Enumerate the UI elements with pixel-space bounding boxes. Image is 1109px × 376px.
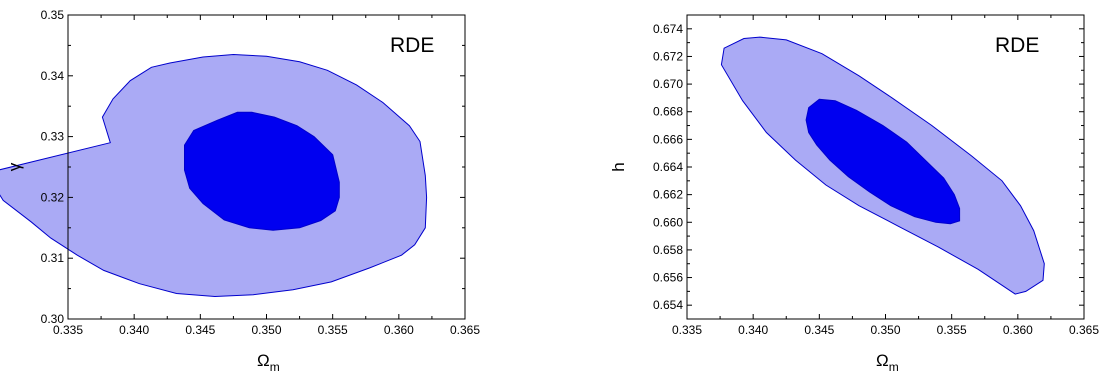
gamma-rde-annotation: RDE bbox=[390, 34, 434, 57]
h-x-tick-label: 0.350 bbox=[870, 323, 900, 337]
h-y-tick-label: 0.672 bbox=[653, 49, 683, 63]
gamma-x-axis-label: Ωm bbox=[257, 351, 280, 374]
gamma-x-ticks: 0.335 0.340 0.345 0.350 0.355 0.360 0.365 bbox=[53, 15, 480, 337]
h-y-tick-label: 0.656 bbox=[653, 271, 683, 285]
h-x-ticks: 0.335 0.340 0.345 0.350 0.355 0.360 0.365 bbox=[672, 15, 1099, 337]
gamma-x-tick-label: 0.335 bbox=[53, 323, 83, 337]
h-omega-panel: 0.335 0.340 0.345 0.350 0.355 0.360 0.365 0.65… bbox=[609, 14, 1099, 374]
h-x-tick-label: 0.360 bbox=[1003, 323, 1033, 337]
gamma-y-axis-label: γ bbox=[5, 162, 24, 171]
h-x-axis-label: Ωm bbox=[876, 351, 899, 374]
h-y-tick-label: 0.662 bbox=[653, 188, 683, 202]
h-y-tick-label: 0.658 bbox=[653, 243, 683, 257]
h-y-tick-label: 0.674 bbox=[653, 22, 683, 36]
h-x-tick-label: 0.345 bbox=[804, 323, 834, 337]
h-rde-annotation: RDE bbox=[995, 34, 1039, 57]
h-y-tick-label: 0.654 bbox=[653, 298, 683, 312]
gamma-y-tick-label: 0.32 bbox=[41, 190, 65, 204]
h-y-ticks: 0.654 0.656 0.658 0.660 0.662 0.664 0.666 0.668… bbox=[653, 22, 1084, 312]
gamma-y-tick-label: 0.35 bbox=[41, 8, 65, 22]
gamma-contour-regions bbox=[0, 53, 428, 298]
h-x-tick-label: 0.355 bbox=[937, 323, 967, 337]
gamma-x-tick-label: 0.340 bbox=[119, 323, 149, 337]
gamma-x-tick-label: 0.365 bbox=[450, 323, 480, 337]
gamma-y-tick-label: 0.31 bbox=[41, 251, 65, 265]
gamma-inner-confidence-region bbox=[184, 111, 340, 231]
gamma-x-tick-label: 0.355 bbox=[318, 323, 348, 337]
h-x-tick-label: 0.335 bbox=[672, 323, 702, 337]
gamma-omega-panel: 0.335 0.340 0.345 0.350 0.355 0.360 0.365 0.30… bbox=[0, 8, 480, 374]
gamma-x-tick-label: 0.345 bbox=[185, 323, 215, 337]
h-x-tick-label: 0.340 bbox=[738, 323, 768, 337]
h-y-tick-label: 0.664 bbox=[653, 160, 683, 174]
gamma-y-tick-label: 0.33 bbox=[41, 130, 65, 144]
h-y-tick-label: 0.668 bbox=[653, 105, 683, 119]
h-inner-confidence-region bbox=[805, 98, 961, 225]
h-y-tick-label: 0.670 bbox=[653, 77, 683, 91]
gamma-x-tick-label: 0.360 bbox=[384, 323, 414, 337]
gamma-y-tick-label: 0.30 bbox=[41, 312, 65, 326]
gamma-y-ticks: 0.30 0.31 0.32 0.33 0.34 0.35 bbox=[41, 8, 465, 326]
h-y-tick-label: 0.660 bbox=[653, 215, 683, 229]
h-y-axis-label: h bbox=[609, 162, 628, 171]
h-x-tick-label: 0.365 bbox=[1069, 323, 1099, 337]
gamma-y-tick-label: 0.34 bbox=[41, 69, 65, 83]
h-y-tick-label: 0.666 bbox=[653, 132, 683, 146]
gamma-x-tick-label: 0.350 bbox=[251, 323, 281, 337]
h-contour-regions bbox=[720, 36, 1045, 295]
